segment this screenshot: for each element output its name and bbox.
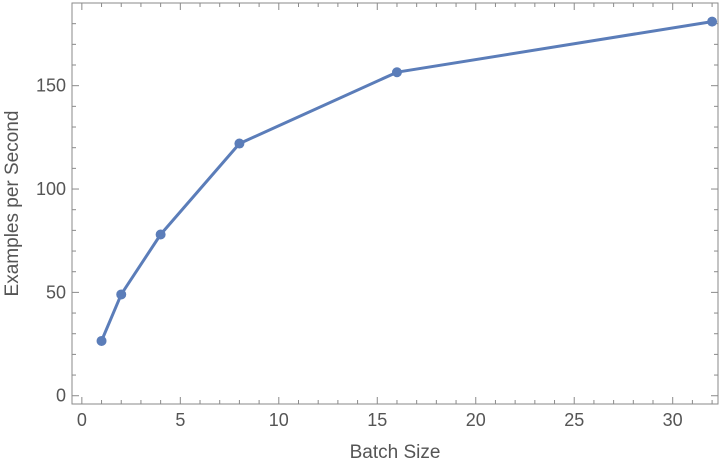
series-line xyxy=(100,20,713,342)
axis-ticks xyxy=(72,3,718,404)
y-axis-label: Examples per Second xyxy=(2,111,23,297)
y-tick-label: 0 xyxy=(56,386,66,406)
axis-tick-labels: 0 5 10 15 20 25 30 0 50 100 150 xyxy=(36,76,683,430)
x-tick-label: 25 xyxy=(564,410,584,430)
y-tick-label: 150 xyxy=(36,76,66,96)
x-tick-label: 5 xyxy=(175,410,185,430)
y-tick-label: 50 xyxy=(46,282,66,302)
data-point xyxy=(116,289,127,300)
plot-frame xyxy=(71,2,719,405)
x-tick-label: 10 xyxy=(269,410,289,430)
data-point xyxy=(707,16,718,27)
data-point xyxy=(234,138,245,149)
y-tick-label: 100 xyxy=(36,179,66,199)
x-tick-label: 15 xyxy=(367,410,387,430)
x-axis-label: Batch Size xyxy=(350,442,441,463)
data-point xyxy=(155,229,166,240)
data-series xyxy=(96,16,718,346)
x-tick-label: 0 xyxy=(77,410,87,430)
data-point xyxy=(96,335,107,346)
data-point xyxy=(391,67,402,78)
x-tick-label: 20 xyxy=(466,410,486,430)
x-tick-label: 30 xyxy=(663,410,683,430)
